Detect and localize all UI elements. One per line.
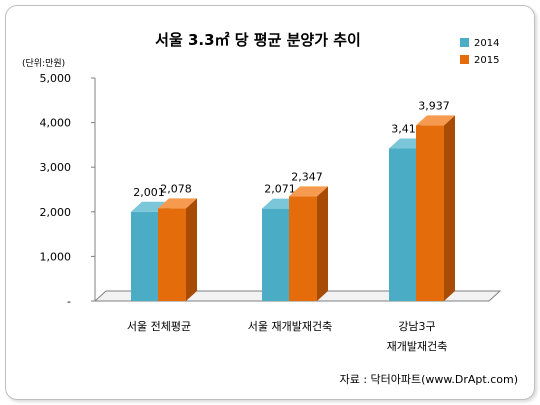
bar-top — [158, 198, 197, 209]
y-tick-label: 1,000 — [40, 250, 72, 263]
bar-2015-2 — [416, 115, 455, 302]
y-tick-label: 2,000 — [40, 206, 72, 219]
legend-label-2014: 2014 — [474, 38, 499, 49]
bar-front — [389, 148, 417, 301]
bar-front — [416, 125, 444, 302]
source-note: 자료 : 닥터아파트(www.DrApt.com) — [340, 373, 518, 386]
data-label: 2,071 — [264, 183, 296, 196]
y-tick-label: - — [67, 295, 71, 308]
data-label: 2,001 — [133, 186, 165, 199]
bar-side — [186, 198, 197, 301]
unit-label: (단위:만원) — [22, 58, 65, 69]
y-tick-label: 3,000 — [40, 161, 72, 174]
bar-front — [131, 211, 159, 301]
bar-2015-1 — [289, 186, 328, 301]
data-label: 3,937 — [418, 99, 450, 112]
bar-front — [158, 208, 186, 301]
legend-label-2015: 2015 — [474, 55, 499, 66]
y-tick-label: 4,000 — [40, 117, 72, 130]
x-category-label: 강남3구 — [398, 320, 435, 333]
x-category-label: 재개발재건축 — [387, 340, 448, 353]
y-tick-label: 5,000 — [40, 72, 72, 85]
bar-side — [317, 186, 328, 301]
legend-swatch-2014 — [460, 38, 469, 47]
bar-top — [289, 186, 328, 197]
data-label: 2,078 — [160, 182, 192, 195]
bar-top — [416, 115, 455, 126]
chart-title: 서울 3.3㎡ 당 평균 분양가 추이 — [155, 31, 361, 49]
legend: 2014 2015 — [460, 38, 499, 66]
bar-side — [444, 115, 455, 302]
legend-swatch-2015 — [460, 55, 469, 64]
x-category-label: 서울 전체평균 — [127, 320, 191, 333]
x-category-label: 서울 재개발재건축 — [248, 320, 332, 333]
bar-2015-0 — [158, 198, 197, 301]
data-label: 3,419 — [391, 123, 423, 136]
data-label: 2,347 — [291, 170, 323, 183]
bar-front — [262, 208, 290, 301]
bar-front — [289, 196, 317, 301]
plot-area: - 1,000 2,000 3,000 4,000 5,000 2,001 2,071 3,41… — [40, 72, 502, 353]
